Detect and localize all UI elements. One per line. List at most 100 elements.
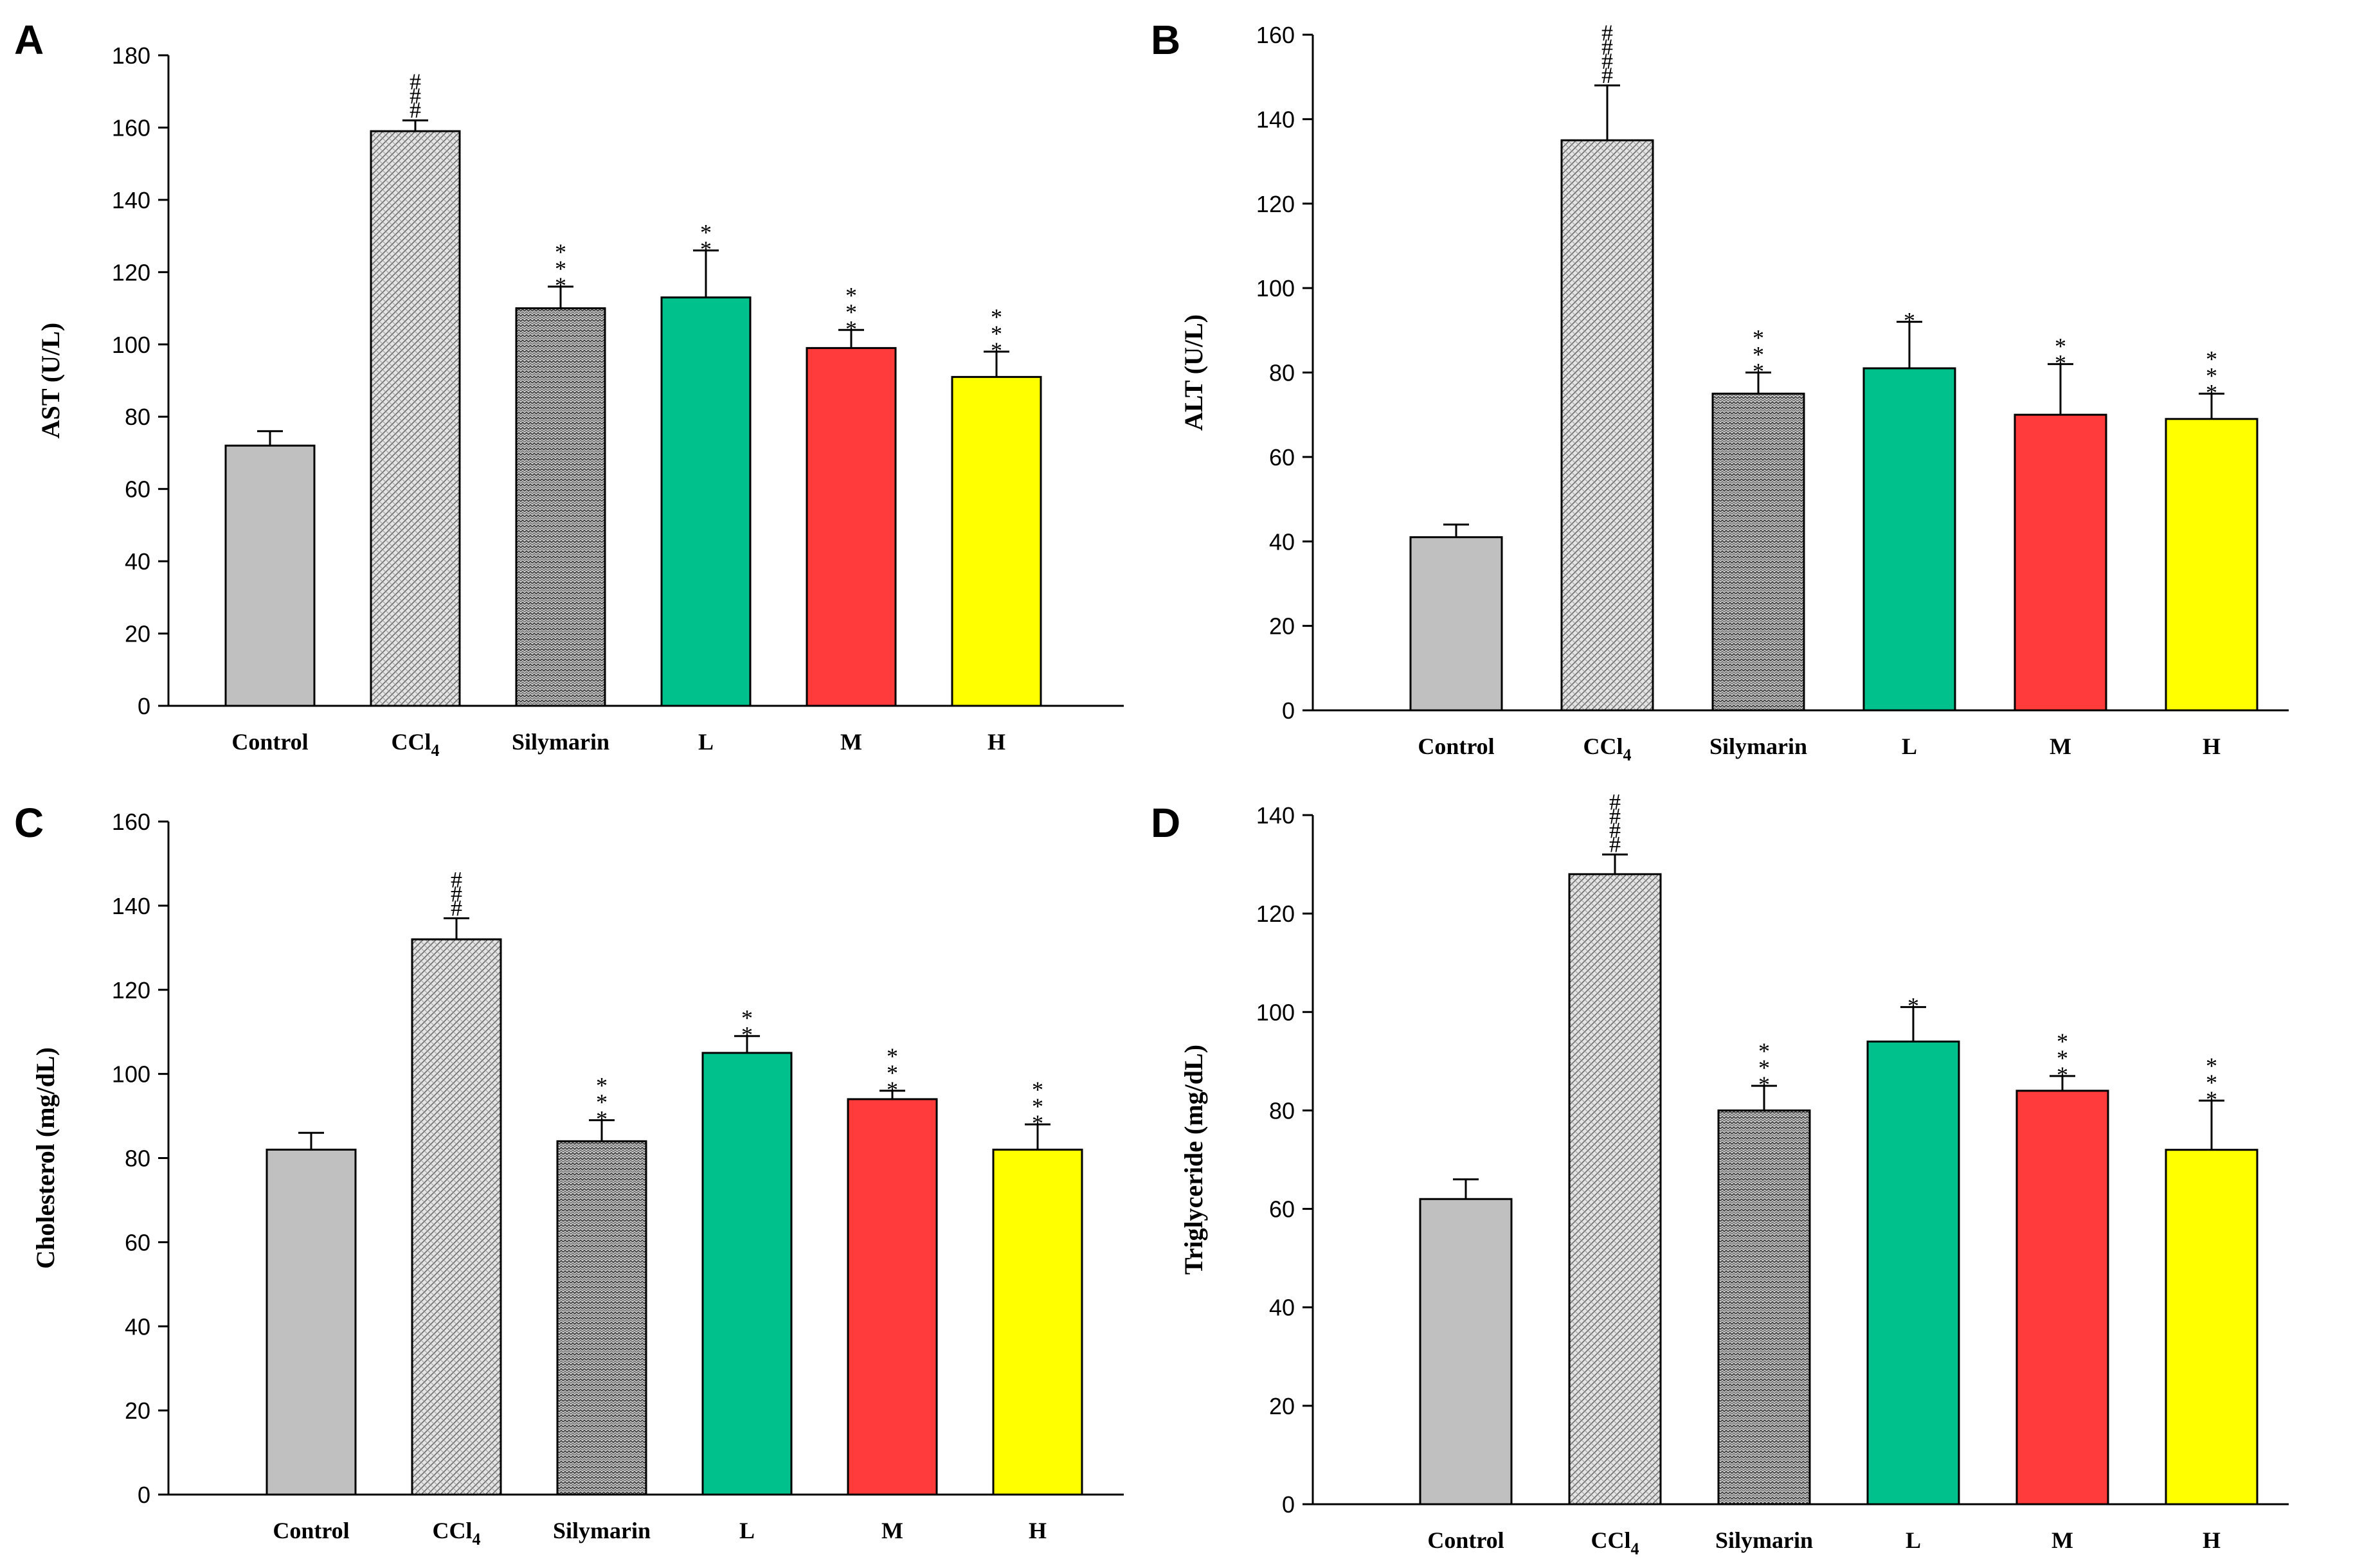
annotation-mark: # xyxy=(1601,48,1613,74)
annotation-mark: # xyxy=(1601,62,1613,88)
annotation-mark: * xyxy=(1758,1038,1770,1064)
x-tick-label: L xyxy=(739,1518,755,1543)
x-tick-label: CCl4 xyxy=(1583,733,1632,764)
bar-silymarin xyxy=(1711,392,1805,712)
bar-h xyxy=(951,375,1042,707)
annotation-mark: * xyxy=(887,1077,898,1102)
y-tick-label: 60 xyxy=(1269,1196,1295,1223)
significance-annotation: *** xyxy=(991,304,1002,363)
annotation-mark: * xyxy=(2206,1086,2217,1112)
significance-annotation: #### xyxy=(1601,20,1613,88)
bar-control xyxy=(1419,1198,1513,1506)
y-tick-label: 20 xyxy=(1269,613,1295,640)
y-axis-title: Cholesterol (mg/dL) xyxy=(31,1047,60,1269)
x-tick-label: L xyxy=(698,729,714,755)
significance-annotation: * xyxy=(1904,308,1915,334)
y-tick-label: 0 xyxy=(1282,1491,1295,1518)
y-tick-label: 60 xyxy=(1269,444,1295,471)
annotation-mark: * xyxy=(1032,1093,1043,1119)
annotation-mark: * xyxy=(1753,342,1764,368)
annotation-mark: * xyxy=(2206,346,2217,372)
bar-h xyxy=(2165,1149,2258,1506)
annotation-mark: * xyxy=(1904,308,1915,334)
y-tick-label: 180 xyxy=(112,42,150,69)
y-tick-label: 100 xyxy=(112,1061,150,1088)
y-tick-label: 20 xyxy=(125,1398,150,1424)
x-tick-subscript: 4 xyxy=(473,1530,481,1549)
bar-h xyxy=(992,1148,1083,1496)
y-tick-label: 100 xyxy=(112,332,150,358)
annotation-mark: # xyxy=(451,867,462,893)
annotation-mark: * xyxy=(555,256,566,282)
annotation-mark: * xyxy=(596,1106,608,1132)
annotation-mark: * xyxy=(991,337,1002,363)
annotation-mark: * xyxy=(1758,1055,1770,1081)
y-tick-label: 120 xyxy=(1256,191,1295,217)
annotation-mark: * xyxy=(2206,379,2217,405)
y-tick-label: 140 xyxy=(112,187,150,213)
annotation-mark: * xyxy=(1032,1077,1043,1102)
bar-ccl xyxy=(370,130,461,707)
annotation-mark: * xyxy=(555,273,566,298)
y-tick-label: 0 xyxy=(138,693,150,719)
annotation-mark: * xyxy=(991,304,1002,330)
annotation-mark: * xyxy=(1907,993,1919,1019)
panel-letter: A xyxy=(14,17,44,63)
x-tick-subscript: 4 xyxy=(431,741,440,760)
annotation-mark: # xyxy=(410,97,421,123)
significance-annotation: ** xyxy=(2055,333,2066,375)
x-tick-label: Control xyxy=(273,1518,349,1543)
significance-annotation: #### xyxy=(1609,789,1621,857)
y-tick-label: 100 xyxy=(1256,999,1295,1025)
annotation-mark: * xyxy=(1758,1072,1770,1097)
bar-h xyxy=(2165,418,2258,712)
x-tick-label: H xyxy=(2203,1527,2221,1553)
bar-silymarin xyxy=(1717,1109,1811,1506)
significance-annotation: *** xyxy=(845,282,857,341)
significance-annotation: *** xyxy=(1032,1077,1043,1136)
annotation-mark: * xyxy=(845,299,857,325)
y-tick-label: 160 xyxy=(112,114,150,141)
bar-control xyxy=(1409,536,1503,712)
annotation-mark: * xyxy=(555,239,566,265)
y-axis-title: ALT (U/L) xyxy=(1179,314,1208,431)
significance-annotation: ** xyxy=(741,1005,753,1048)
annotation-mark: * xyxy=(887,1060,898,1086)
panel-d: D 0 20 40 60 80 100 120 140 Triglyceride (mg/dL) C… xyxy=(1151,789,2289,1558)
annotation-mark: * xyxy=(2055,333,2066,359)
significance-annotation: *** xyxy=(2057,1029,2068,1088)
annotation-mark: * xyxy=(2206,363,2217,388)
y-tick-label: 140 xyxy=(1256,106,1295,132)
x-tick-label: Control xyxy=(1418,733,1494,759)
annotation-mark: * xyxy=(700,237,712,262)
y-tick-label: 40 xyxy=(1269,528,1295,555)
annotation-mark: * xyxy=(2055,350,2066,375)
panel-letter: C xyxy=(14,800,44,846)
significance-annotation: *** xyxy=(555,239,566,298)
annotation-mark: * xyxy=(991,321,1002,346)
significance-annotation: *** xyxy=(2206,346,2217,405)
panel-letter: B xyxy=(1151,17,1180,63)
x-tick-label: Silymarin xyxy=(512,729,609,755)
annotation-mark: * xyxy=(741,1005,753,1031)
annotation-mark: # xyxy=(1609,817,1621,843)
bar-ccl xyxy=(411,938,502,1496)
bar-l xyxy=(660,296,752,707)
significance-annotation: *** xyxy=(2206,1053,2217,1112)
x-tick-label: M xyxy=(840,729,862,755)
bar-silymarin xyxy=(556,1140,647,1496)
x-tick-label: Control xyxy=(231,729,308,755)
annotation-mark: * xyxy=(700,220,712,246)
x-tick-label: H xyxy=(987,729,1005,755)
annotation-mark: * xyxy=(845,282,857,308)
y-tick-label: 140 xyxy=(112,893,150,919)
significance-annotation: ** xyxy=(700,220,712,262)
x-tick-label: M xyxy=(2051,1527,2073,1553)
annotation-mark: * xyxy=(2206,1070,2217,1095)
panel-letter: D xyxy=(1151,800,1180,846)
x-tick-label: Silymarin xyxy=(1709,733,1807,759)
annotation-mark: * xyxy=(596,1090,608,1115)
significance-annotation: ### xyxy=(451,867,462,921)
